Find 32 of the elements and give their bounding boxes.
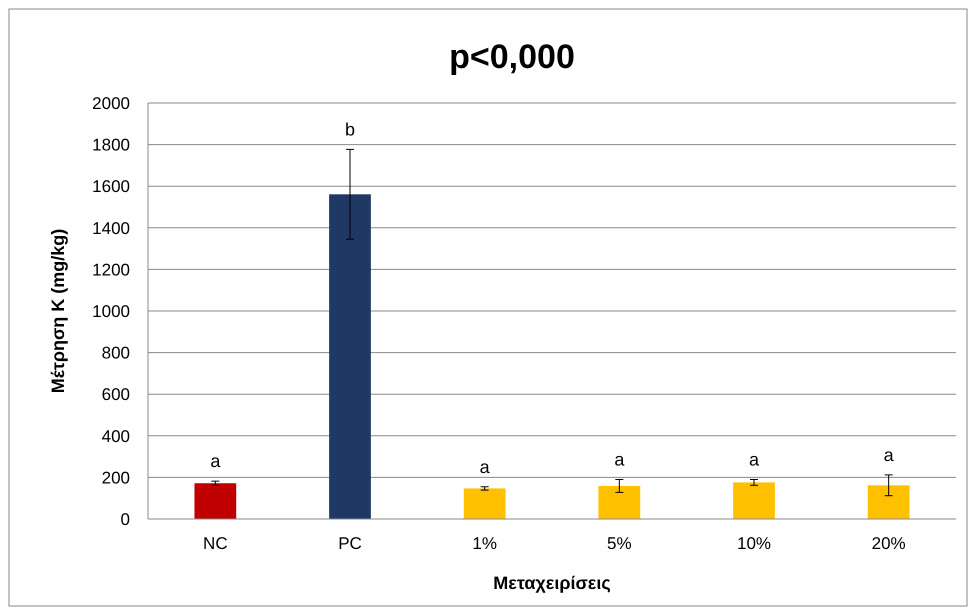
y-tick-label: 0 [120, 510, 130, 529]
y-axis-title: Μέτρηση Κ (mg/kg) [48, 228, 68, 394]
y-tick-label: 200 [102, 468, 130, 488]
y-tick-label: 2000 [92, 94, 130, 113]
y-tick-label: 1000 [92, 302, 130, 321]
bar [868, 485, 910, 519]
annotation: a [884, 444, 895, 465]
bar [598, 486, 640, 519]
bar [733, 482, 775, 519]
y-tick-label: 400 [102, 426, 130, 446]
y-tick-label: 1200 [92, 260, 130, 280]
bar [329, 194, 371, 519]
x-tick-label: 1% [472, 534, 497, 553]
y-tick-label: 1600 [92, 177, 130, 196]
annotation: a [748, 449, 760, 470]
bar [194, 483, 236, 519]
x-axis-title: Μεταχειρίσεις [493, 573, 611, 593]
y-tick-label: 1400 [92, 218, 130, 238]
annotation: a [614, 449, 626, 470]
annotation: b [344, 119, 356, 140]
annotation: a [480, 456, 491, 477]
bar [464, 488, 506, 519]
y-tick-label: 1800 [92, 136, 130, 155]
y-tick-label: 800 [102, 344, 130, 363]
y-tick-label: 600 [102, 385, 130, 404]
x-tick-label: 20% [872, 534, 906, 553]
x-tick-label: 10% [736, 534, 772, 553]
chart-title: p<0,000 [449, 38, 575, 76]
x-tick-label: PC [338, 534, 362, 553]
annotation: a [210, 451, 222, 472]
x-tick-label: NC [203, 534, 228, 553]
x-tick-label: 5% [607, 534, 632, 553]
